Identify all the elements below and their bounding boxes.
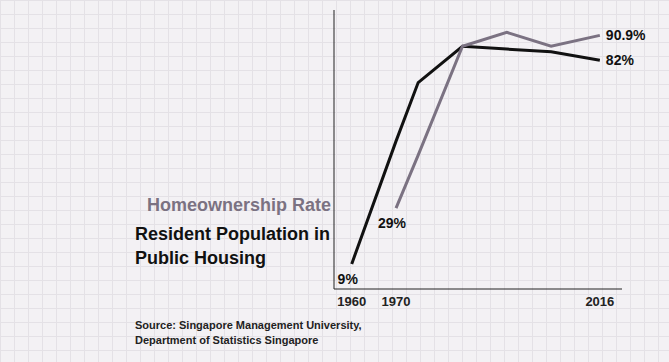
html-text:Homeownership Rate: Homeownership Rate xyxy=(147,195,331,215)
svg-text:2016: 2016 xyxy=(585,294,614,309)
html-text:Source: Singapore Management U: Source: Singapore Management University,… xyxy=(135,319,362,346)
svg-text:29%: 29% xyxy=(378,215,407,231)
svg-text:90.9%: 90.9% xyxy=(606,27,646,43)
svg-text:9%: 9% xyxy=(338,271,359,287)
svg-text:1960: 1960 xyxy=(337,294,366,309)
html-text:Resident Population in Public: Resident Population in Public Housing xyxy=(135,224,330,268)
svg-text:82%: 82% xyxy=(606,52,635,68)
svg-text:1970: 1970 xyxy=(382,294,411,309)
